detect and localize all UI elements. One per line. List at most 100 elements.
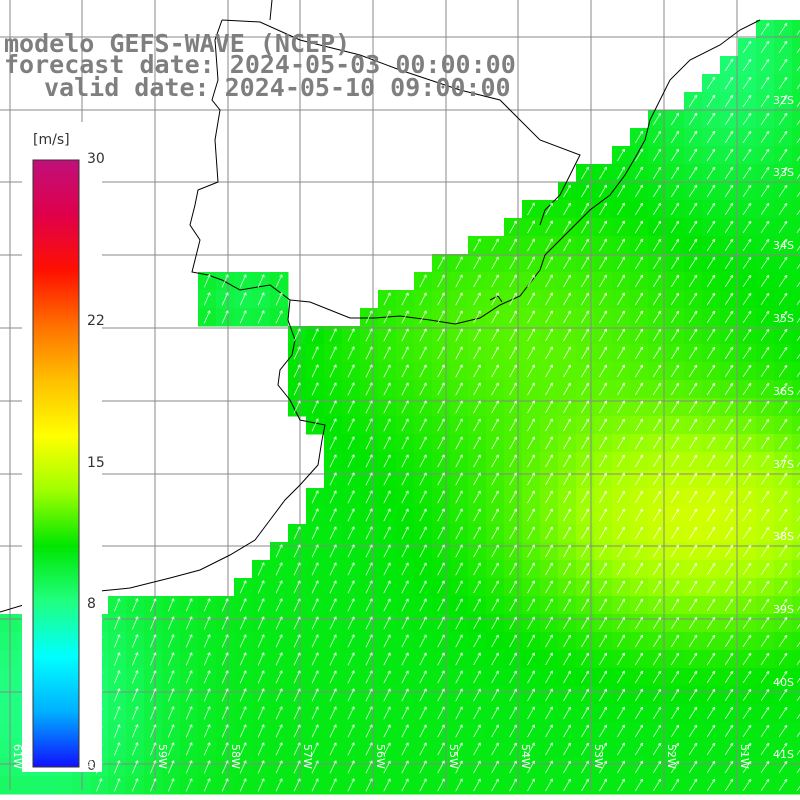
wind-arrow (581, 292, 589, 306)
wind-arrow (419, 490, 427, 504)
wind-arrow (599, 292, 607, 306)
wind-arrow (437, 616, 445, 630)
wind-arrow (581, 706, 589, 720)
wind-arrow (311, 526, 319, 540)
wind-arrow (634, 670, 644, 684)
wind-arrow (724, 436, 734, 450)
wind-arrow (581, 472, 589, 486)
wind-arrow (203, 274, 211, 288)
wind-arrow (473, 724, 481, 738)
wind-arrow (581, 598, 589, 612)
wind-arrow (796, 533, 800, 540)
wind-arrow (527, 778, 535, 792)
wind-arrow (257, 652, 265, 666)
wind-arrow (706, 94, 716, 108)
wind-arrow (634, 310, 644, 324)
wind-cell (0, 776, 19, 795)
wind-arrow (383, 472, 391, 486)
wind-arrow (706, 472, 716, 486)
wind-arrow (114, 778, 121, 792)
wind-arrow (131, 760, 139, 774)
wind-arrow (293, 652, 301, 666)
wind-arrow (329, 436, 337, 450)
wind-arrow (563, 256, 571, 270)
wind-arrow (796, 47, 800, 54)
wind-arrow (365, 310, 373, 324)
wind-arrow (670, 508, 680, 522)
wind-arrow (778, 490, 788, 504)
wind-cell (792, 434, 800, 453)
wind-arrow (114, 634, 121, 648)
wind-arrow (724, 184, 734, 198)
wind-arrow (652, 760, 662, 774)
wind-arrow (706, 148, 716, 162)
wind-arrow (670, 364, 680, 378)
wind-arrow (509, 598, 517, 612)
wind-arrow (257, 688, 265, 702)
wind-arrow (688, 166, 698, 180)
wind-arrow (473, 652, 481, 666)
wind-arrow (509, 652, 517, 666)
wind-cell (792, 758, 800, 777)
wind-arrow (383, 760, 391, 774)
wind-arrow (778, 652, 788, 666)
wind-arrow (311, 670, 319, 684)
wind-arrow (347, 670, 355, 684)
wind-arrow (760, 544, 770, 558)
wind-arrow (599, 742, 607, 756)
wind-arrow (742, 382, 752, 396)
wind-arrow (203, 688, 211, 702)
wind-arrow (437, 724, 445, 738)
wind-arrow (760, 166, 770, 180)
wind-arrow (563, 616, 571, 630)
wind-arrow (221, 274, 229, 288)
wind-arrow (706, 598, 716, 612)
wind-arrow (401, 634, 409, 648)
wind-arrow (652, 616, 662, 630)
wind-arrow (401, 706, 409, 720)
wind-arrow (114, 652, 121, 666)
wind-arrow (114, 598, 121, 612)
wind-arrow (257, 580, 265, 594)
wind-arrow (347, 562, 355, 576)
wind-arrow (742, 76, 752, 90)
wind-arrow (634, 238, 644, 252)
wind-arrow (365, 652, 373, 666)
wind-arrow (365, 454, 373, 468)
wind-arrow (796, 245, 800, 252)
wind-arrow (167, 616, 175, 630)
wind-arrow (365, 472, 373, 486)
wind-arrow (778, 454, 788, 468)
wind-arrow (419, 418, 427, 432)
wind-arrow (760, 112, 770, 126)
wind-arrow (185, 760, 193, 774)
wind-arrow (455, 382, 463, 396)
wind-arrow (167, 760, 175, 774)
wind-arrow (724, 94, 734, 108)
wind-arrow (545, 706, 553, 720)
wind-arrow (760, 724, 770, 738)
wind-arrow (239, 274, 247, 288)
wind-arrow (706, 184, 716, 198)
wind-arrow (778, 418, 788, 432)
wind-arrow (491, 652, 499, 666)
wind-arrow (688, 454, 698, 468)
wind-arrow (706, 220, 716, 234)
wind-arrow (437, 742, 445, 756)
wind-arrow (563, 418, 571, 432)
wind-arrow (599, 364, 607, 378)
wind-arrow (617, 364, 625, 378)
wind-arrow (239, 598, 247, 612)
wind-arrow (365, 418, 373, 432)
wind-arrow (634, 688, 644, 702)
wind-arrow (383, 562, 391, 576)
wind-arrow (311, 508, 319, 522)
wind-arrow (778, 778, 788, 792)
wind-arrow (311, 688, 319, 702)
wind-arrow (706, 346, 716, 360)
wind-arrow (778, 436, 788, 450)
wind-arrow (473, 310, 481, 324)
wind-arrow (724, 256, 734, 270)
wind-arrow (652, 220, 662, 234)
